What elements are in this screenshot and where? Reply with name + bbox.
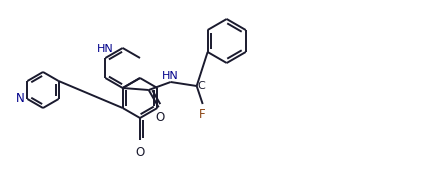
Text: C: C (198, 81, 205, 91)
Text: F: F (199, 108, 206, 121)
Text: HN: HN (97, 44, 114, 54)
Text: N: N (16, 92, 25, 106)
Text: O: O (155, 111, 164, 124)
Text: O: O (135, 146, 145, 159)
Text: HN: HN (162, 71, 179, 81)
